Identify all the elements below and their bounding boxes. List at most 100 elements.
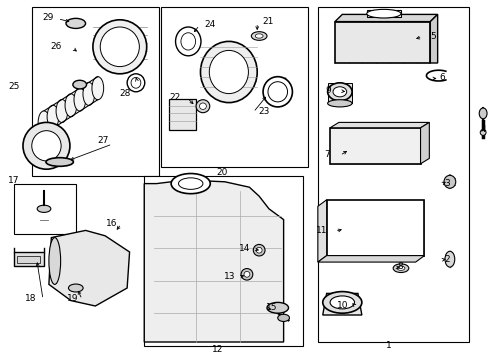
Text: 26: 26 — [50, 42, 62, 51]
Ellipse shape — [175, 27, 201, 56]
Polygon shape — [429, 14, 437, 63]
Text: 3: 3 — [444, 179, 449, 188]
Ellipse shape — [49, 238, 61, 284]
Ellipse shape — [332, 87, 346, 97]
Bar — [14, 184, 76, 234]
Text: 12: 12 — [211, 345, 223, 354]
Ellipse shape — [266, 302, 288, 313]
Bar — [317, 7, 468, 342]
Ellipse shape — [443, 175, 455, 188]
Text: 14: 14 — [238, 244, 250, 253]
Ellipse shape — [256, 247, 262, 253]
Text: 21: 21 — [262, 17, 273, 26]
Ellipse shape — [47, 105, 59, 128]
Bar — [329, 128, 420, 164]
Text: 20: 20 — [216, 168, 228, 177]
Bar — [144, 176, 303, 346]
Text: 29: 29 — [42, 13, 54, 22]
Text: 13: 13 — [224, 272, 235, 281]
Ellipse shape — [327, 83, 351, 101]
Polygon shape — [420, 122, 428, 164]
Text: 24: 24 — [204, 20, 216, 29]
Ellipse shape — [38, 111, 50, 134]
Bar — [168, 99, 195, 130]
Ellipse shape — [253, 244, 264, 256]
Ellipse shape — [181, 33, 195, 50]
Polygon shape — [322, 293, 361, 315]
Polygon shape — [144, 180, 283, 342]
Ellipse shape — [479, 130, 485, 135]
Ellipse shape — [131, 77, 141, 88]
Ellipse shape — [37, 205, 51, 212]
Text: 6: 6 — [439, 73, 445, 82]
Text: 11: 11 — [315, 226, 327, 235]
Ellipse shape — [65, 94, 77, 117]
Ellipse shape — [322, 292, 361, 313]
Ellipse shape — [100, 27, 139, 67]
Text: 18: 18 — [24, 294, 36, 303]
Text: 27: 27 — [97, 136, 108, 145]
Text: 17: 17 — [8, 176, 20, 185]
Ellipse shape — [68, 284, 83, 292]
Text: 4: 4 — [479, 125, 485, 134]
Bar — [17, 256, 40, 263]
Ellipse shape — [392, 264, 408, 273]
Ellipse shape — [267, 82, 287, 102]
Text: 22: 22 — [169, 93, 181, 102]
Ellipse shape — [327, 100, 351, 107]
Ellipse shape — [46, 158, 73, 166]
Ellipse shape — [73, 80, 86, 89]
Text: 25: 25 — [8, 82, 20, 91]
Text: 9: 9 — [325, 86, 331, 95]
Text: 16: 16 — [105, 219, 117, 228]
Ellipse shape — [329, 296, 354, 309]
Ellipse shape — [200, 41, 257, 103]
Bar — [334, 22, 429, 63]
Ellipse shape — [444, 251, 454, 267]
Ellipse shape — [209, 50, 248, 94]
Text: 28: 28 — [119, 89, 130, 98]
Polygon shape — [49, 230, 129, 306]
Ellipse shape — [241, 269, 252, 280]
Bar — [327, 83, 351, 103]
Text: 23: 23 — [258, 107, 269, 116]
Ellipse shape — [93, 20, 146, 74]
Bar — [326, 200, 424, 256]
Text: 8: 8 — [396, 262, 402, 271]
Ellipse shape — [178, 178, 203, 189]
Text: 5: 5 — [429, 32, 435, 41]
Ellipse shape — [74, 88, 85, 111]
Bar — [161, 7, 307, 167]
Text: 10: 10 — [336, 302, 347, 310]
Bar — [14, 252, 44, 266]
Polygon shape — [317, 200, 326, 262]
Polygon shape — [317, 256, 424, 262]
Bar — [32, 7, 159, 176]
Ellipse shape — [171, 174, 210, 194]
Ellipse shape — [83, 82, 95, 105]
Ellipse shape — [263, 77, 292, 107]
Ellipse shape — [66, 18, 85, 28]
Bar — [366, 10, 400, 17]
Text: 19: 19 — [66, 294, 78, 303]
Text: 2: 2 — [444, 255, 449, 264]
Ellipse shape — [127, 74, 144, 92]
Text: 15: 15 — [265, 303, 277, 312]
Ellipse shape — [255, 34, 263, 38]
Ellipse shape — [32, 131, 61, 161]
Text: 1: 1 — [385, 341, 391, 350]
Ellipse shape — [478, 108, 486, 119]
Ellipse shape — [199, 103, 206, 109]
Polygon shape — [334, 14, 437, 22]
Ellipse shape — [244, 271, 249, 277]
Polygon shape — [329, 122, 428, 128]
Ellipse shape — [23, 122, 70, 169]
Ellipse shape — [396, 266, 404, 270]
Text: 7: 7 — [323, 150, 329, 159]
Ellipse shape — [251, 32, 266, 40]
Ellipse shape — [366, 9, 400, 18]
Ellipse shape — [196, 100, 209, 113]
Ellipse shape — [56, 99, 68, 122]
Ellipse shape — [277, 314, 289, 321]
Ellipse shape — [92, 77, 103, 100]
